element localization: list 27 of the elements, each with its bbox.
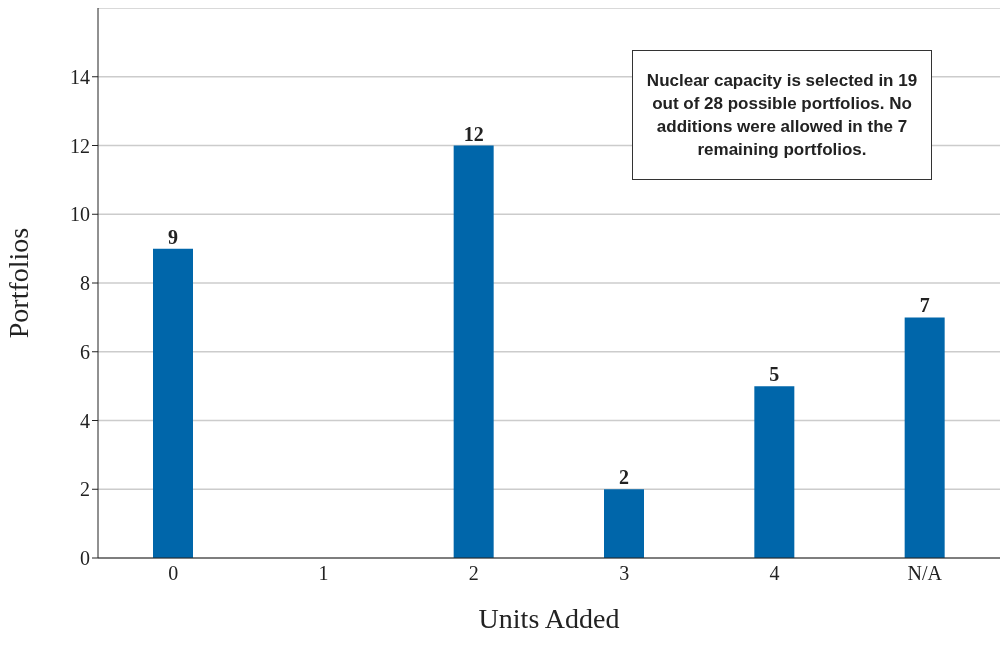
x-tick-label: 0: [168, 562, 179, 585]
y-tick-label: 14: [70, 65, 90, 88]
y-tick-label: 10: [70, 203, 90, 226]
y-tick-label: 12: [70, 134, 90, 157]
y-tick-label: 8: [80, 272, 90, 295]
x-tick-label: 3: [619, 562, 630, 585]
bar: [604, 489, 644, 558]
y-tick-label: 2: [80, 478, 90, 501]
x-tick-label: 2: [468, 562, 479, 585]
data-label: 2: [619, 466, 629, 489]
data-label: 9: [168, 225, 178, 248]
y-axis-title: Portfolios: [2, 227, 34, 339]
y-tick-label: 4: [80, 409, 90, 432]
y-tick-label: 0: [80, 547, 90, 570]
bar: [453, 145, 494, 558]
bar: [904, 317, 945, 558]
x-axis-title: Units Added: [478, 603, 620, 634]
x-tick-label: 1: [318, 562, 329, 585]
bar: [754, 386, 795, 558]
data-label: 12: [463, 122, 484, 145]
x-tick-label: N/A: [907, 562, 943, 585]
y-tick-label: 6: [80, 340, 90, 363]
data-label: 7: [919, 294, 930, 317]
x-tick-label: 4: [769, 562, 780, 585]
bar: [153, 248, 193, 558]
data-label: 5: [769, 363, 780, 386]
note-box: Nuclear capacity is selected in 19 out of 28 possible portfolios. No additions were allowed in the 7 remaining portfolios.: [632, 50, 932, 180]
